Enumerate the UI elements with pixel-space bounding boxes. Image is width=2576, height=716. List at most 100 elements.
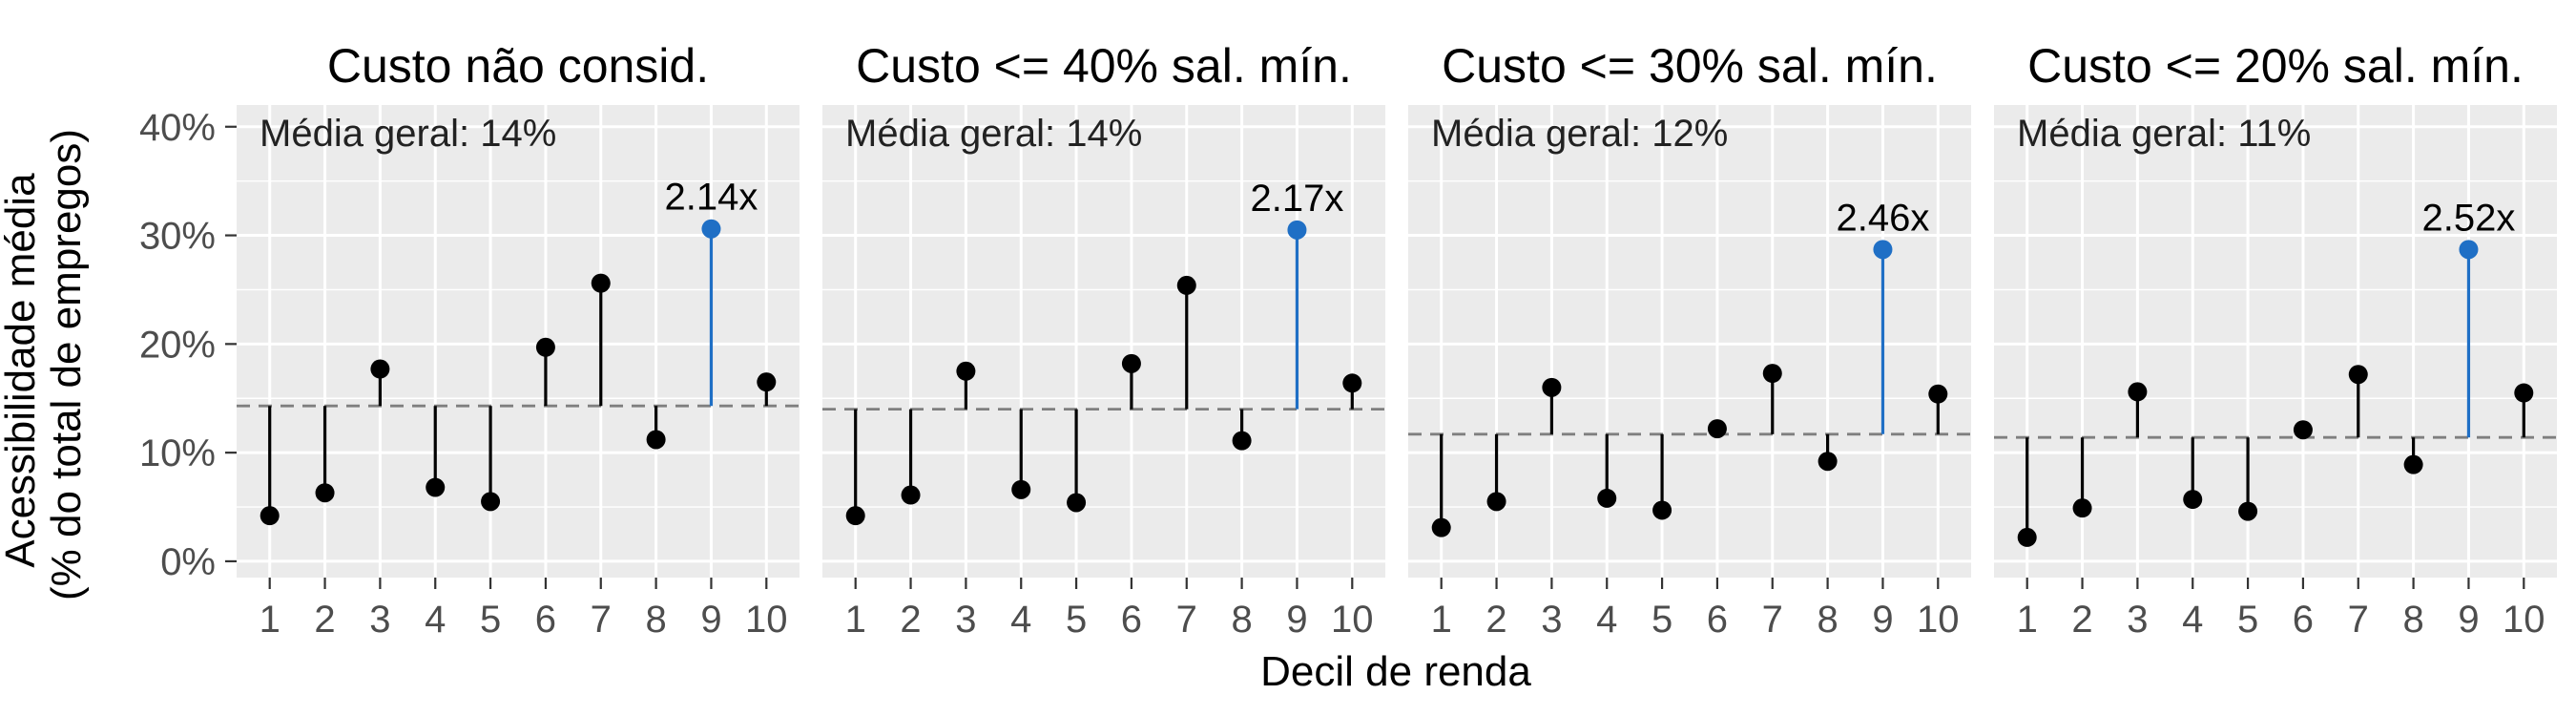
x-tick-label: 8	[645, 599, 666, 641]
lollipop-point	[535, 337, 555, 357]
x-tick-label: 3	[1541, 599, 1562, 641]
y-axis-title-line-1: Acessibilidade média	[0, 173, 44, 568]
y-tick-label: 30%	[139, 216, 216, 258]
mean-note: Média geral: 12%	[1431, 113, 1728, 155]
lollipop-point	[2017, 527, 2037, 547]
lollipop-point	[1232, 431, 1252, 451]
lollipop-point	[2293, 420, 2313, 440]
x-tick-label: 7	[591, 599, 612, 641]
panel-background	[1994, 105, 2557, 578]
lollipop-point	[370, 359, 390, 379]
x-tick-label: 4	[425, 599, 446, 641]
x-tick-label: 10	[1917, 599, 1960, 641]
lollipop-point-highlight	[1287, 220, 1307, 240]
x-tick-label: 9	[700, 599, 721, 641]
facet-panel: Custo não consid. Média geral: 14% 2.14x 1 2…	[237, 39, 800, 641]
lollipop-point	[2072, 498, 2092, 518]
mean-note: Média geral: 14%	[845, 113, 1142, 155]
x-tick-label: 2	[2071, 599, 2092, 641]
x-tick-label: 6	[535, 599, 556, 641]
x-tick-label: 5	[2237, 599, 2258, 641]
x-tick-label: 7	[2348, 599, 2369, 641]
mean-note: Média geral: 11%	[2017, 113, 2311, 155]
lollipop-point	[481, 492, 501, 512]
lollipop-point	[956, 361, 976, 381]
ratio-label: 2.52x	[2422, 197, 2516, 239]
x-tick-label: 7	[1176, 599, 1197, 641]
lollipop-point	[2514, 383, 2534, 403]
lollipop-point	[2238, 501, 2258, 521]
lollipop-point	[1121, 353, 1141, 373]
facet-panel: Custo <= 20% sal. mín. Média geral: 11% 2.…	[1994, 39, 2557, 641]
facet-title: Custo <= 20% sal. mín.	[2027, 39, 2524, 93]
lollipop-point	[646, 430, 666, 450]
x-tick-label: 9	[2458, 599, 2479, 641]
ratio-label: 2.14x	[665, 177, 758, 219]
y-tick-label: 20%	[139, 324, 216, 366]
lollipop-point	[1928, 384, 1948, 404]
facet-title: Custo não consid.	[327, 39, 709, 93]
y-tick-label: 10%	[139, 432, 216, 474]
y-tick-label: 40%	[139, 107, 216, 149]
lollipop-point	[1431, 517, 1451, 537]
facet-title: Custo <= 30% sal. mín.	[1442, 39, 1938, 93]
facet-title: Custo <= 40% sal. mín.	[856, 39, 1352, 93]
lollipop-point	[591, 273, 611, 293]
x-tick-label: 6	[1707, 599, 1728, 641]
x-tick-label: 1	[1431, 599, 1452, 641]
lollipop-point	[1011, 479, 1031, 499]
lollipop-point-highlight	[1873, 240, 1893, 260]
lollipop-point	[315, 483, 335, 503]
x-tick-label: 8	[2402, 599, 2423, 641]
lollipop-point	[757, 372, 777, 392]
x-tick-label: 10	[745, 599, 788, 641]
lollipop-point	[1597, 488, 1617, 508]
x-tick-label: 4	[1010, 599, 1031, 641]
lollipop-point	[2128, 382, 2148, 402]
lollipop-point	[1176, 275, 1196, 295]
lollipop-point	[426, 477, 446, 497]
lollipop-point	[1542, 377, 1562, 397]
lollipop-point	[845, 506, 865, 526]
x-tick-label: 7	[1762, 599, 1783, 641]
x-tick-label: 6	[2293, 599, 2314, 641]
x-tick-label: 4	[1596, 599, 1617, 641]
lollipop-point	[1707, 419, 1727, 439]
x-tick-label: 3	[955, 599, 976, 641]
lollipop-point	[901, 485, 921, 505]
x-tick-label: 6	[1121, 599, 1142, 641]
x-tick-label: 2	[314, 599, 335, 641]
x-tick-label: 5	[1066, 599, 1087, 641]
lollipop-point	[260, 506, 280, 526]
x-tick-label: 3	[2127, 599, 2148, 641]
lollipop-point	[2348, 365, 2368, 385]
x-tick-label: 9	[1286, 599, 1307, 641]
x-tick-label: 1	[845, 599, 866, 641]
x-tick-label: 2	[900, 599, 921, 641]
x-tick-label: 5	[1652, 599, 1672, 641]
facet-panel: Custo <= 30% sal. mín. Média geral: 12% 2.…	[1408, 39, 1971, 641]
x-tick-label: 4	[2182, 599, 2203, 641]
x-axis-title: Decil de renda	[1260, 648, 1531, 695]
lollipop-point-highlight	[2459, 240, 2479, 260]
lollipop-point	[1652, 500, 1672, 520]
mean-note: Média geral: 14%	[260, 113, 556, 155]
x-tick-label: 8	[1231, 599, 1252, 641]
facet-panel: Custo <= 40% sal. mín. Média geral: 14% 2.…	[822, 39, 1385, 641]
lollipop-point-highlight	[701, 219, 721, 239]
lollipop-point	[2403, 454, 2423, 474]
y-axis-title-line-2: (% do total de empregos)	[43, 129, 90, 600]
x-tick-label: 9	[1872, 599, 1893, 641]
lollipop-point	[2183, 490, 2203, 510]
lollipop-point	[1762, 364, 1782, 384]
ratio-label: 2.46x	[1837, 197, 1930, 239]
y-tick-label: 0%	[160, 541, 216, 583]
x-tick-label: 8	[1817, 599, 1838, 641]
y-axis-title: Acessibilidade média (% do total de empr…	[0, 129, 90, 600]
x-tick-label: 1	[260, 599, 280, 641]
x-tick-label: 10	[1331, 599, 1374, 641]
x-tick-label: 2	[1485, 599, 1506, 641]
lollipop-point	[1486, 492, 1506, 512]
